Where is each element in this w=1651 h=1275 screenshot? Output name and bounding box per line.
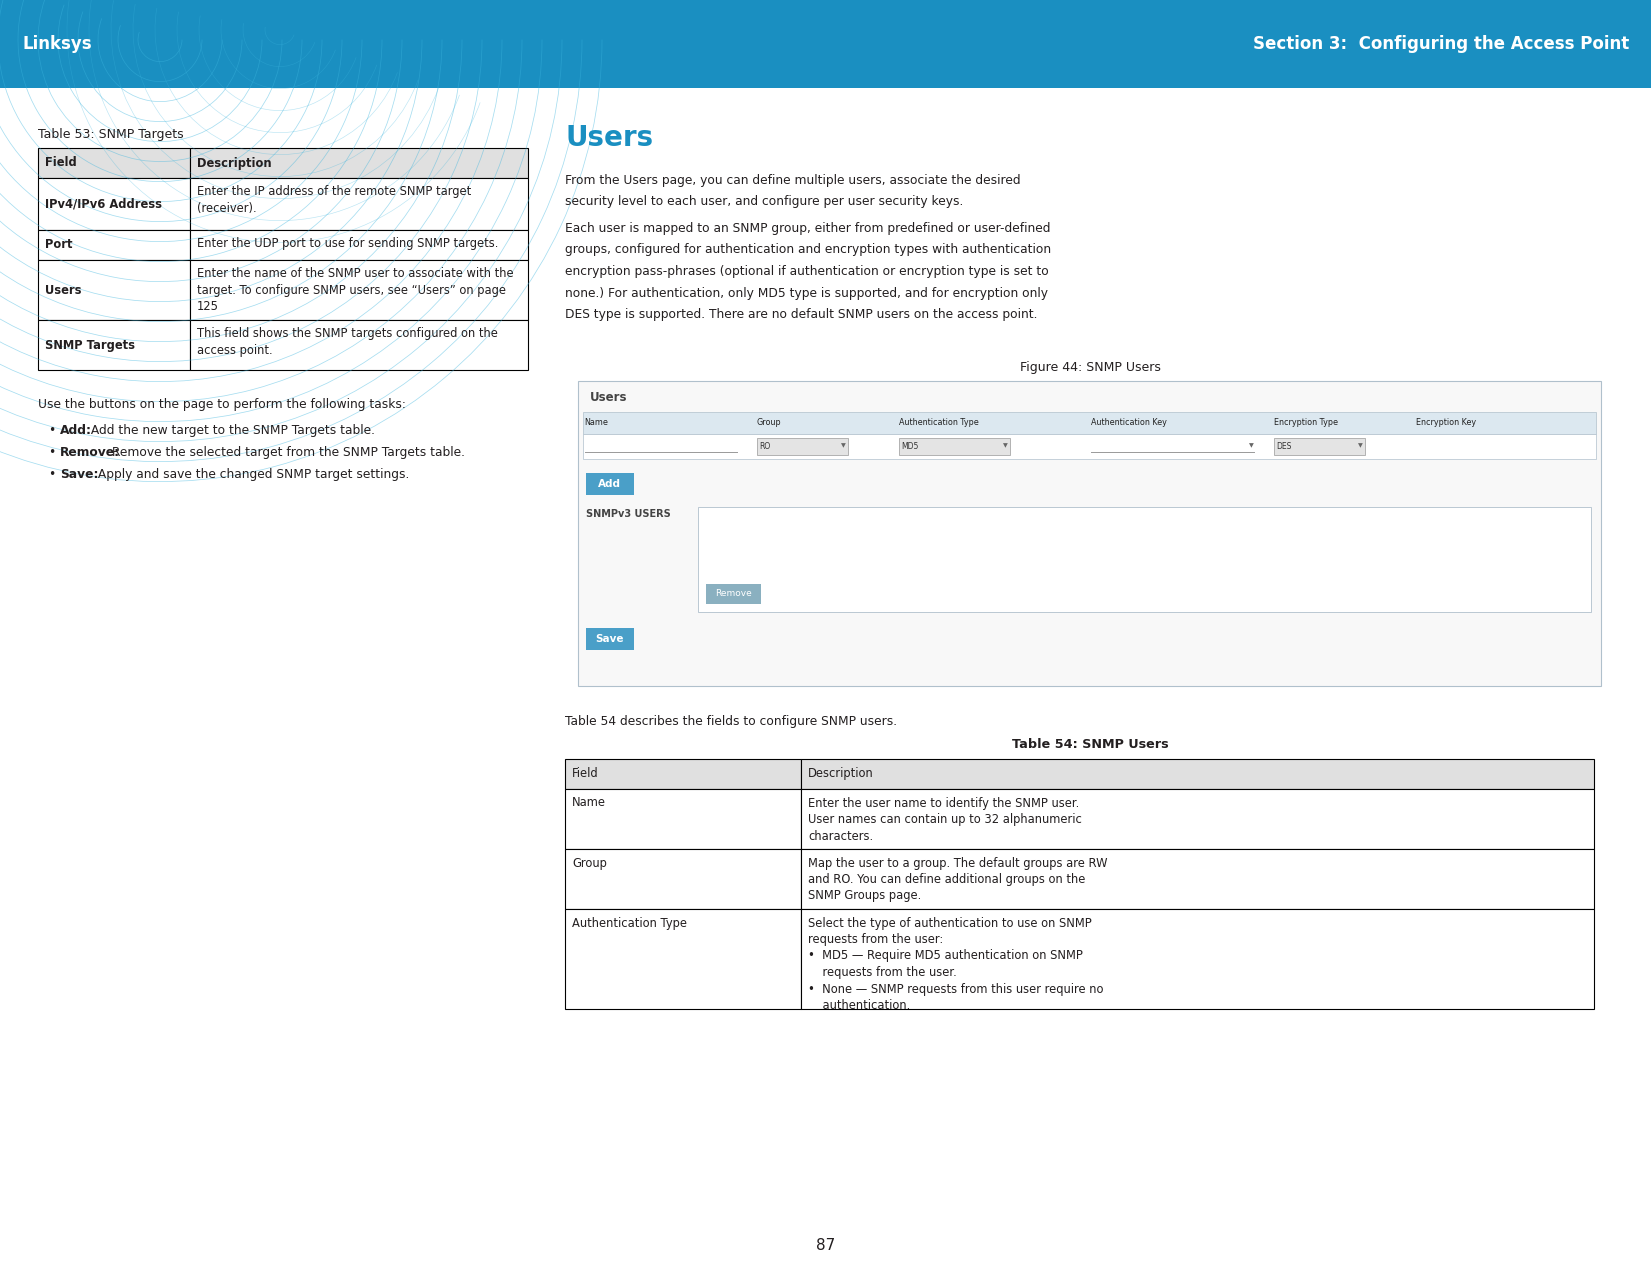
- Text: Apply and save the changed SNMP target settings.: Apply and save the changed SNMP target s…: [94, 468, 409, 481]
- Text: Name: Name: [584, 418, 609, 427]
- Bar: [190, 260, 528, 320]
- Bar: [565, 848, 801, 909]
- Bar: [190, 320, 528, 370]
- Text: ▼: ▼: [1359, 444, 1364, 449]
- Bar: [565, 909, 801, 1009]
- Bar: [38, 260, 190, 320]
- Text: Authentication Type: Authentication Type: [898, 418, 979, 427]
- Bar: [586, 473, 634, 495]
- Text: Group: Group: [756, 418, 781, 427]
- Bar: [801, 788, 1593, 848]
- Text: Users: Users: [565, 124, 654, 152]
- Text: Authentication Type: Authentication Type: [571, 917, 687, 929]
- Text: Encryption Type: Encryption Type: [1275, 418, 1337, 427]
- Bar: [190, 179, 528, 230]
- Bar: [38, 148, 190, 178]
- Text: 87: 87: [816, 1238, 835, 1253]
- Bar: [578, 381, 1601, 686]
- Text: Name: Name: [571, 797, 606, 810]
- Bar: [565, 788, 801, 848]
- Bar: [756, 437, 849, 454]
- Text: ▼: ▼: [1004, 444, 1009, 449]
- Text: Group: Group: [571, 857, 608, 870]
- Bar: [583, 434, 1597, 459]
- Text: Field: Field: [571, 768, 599, 780]
- Bar: [38, 179, 190, 230]
- Text: Enter the user name to identify the SNMP user.
User names can contain up to 32 a: Enter the user name to identify the SNMP…: [809, 797, 1081, 843]
- Bar: [801, 848, 1593, 909]
- Text: Enter the name of the SNMP user to associate with the
target. To configure SNMP : Enter the name of the SNMP user to assoc…: [196, 266, 513, 312]
- Text: Linksys: Linksys: [21, 34, 91, 54]
- Text: •: •: [48, 468, 54, 481]
- Bar: [0, 0, 1651, 88]
- Text: DES: DES: [1276, 441, 1291, 450]
- Bar: [898, 437, 1010, 454]
- Text: encryption pass-phrases (optional if authentication or encryption type is set to: encryption pass-phrases (optional if aut…: [565, 265, 1048, 278]
- Text: Select the type of authentication to use on SNMP
requests from the user:
•  MD5 : Select the type of authentication to use…: [809, 917, 1105, 1012]
- Text: Add:: Add:: [59, 425, 92, 437]
- Bar: [698, 506, 1592, 612]
- Text: Table 53: SNMP Targets: Table 53: SNMP Targets: [38, 128, 183, 142]
- Text: Enter the UDP port to use for sending SNMP targets.: Enter the UDP port to use for sending SN…: [196, 237, 499, 250]
- Bar: [38, 320, 190, 370]
- Text: Table 54 describes the fields to configure SNMP users.: Table 54 describes the fields to configu…: [565, 714, 896, 728]
- Text: Use the buttons on the page to perform the following tasks:: Use the buttons on the page to perform t…: [38, 398, 406, 411]
- Text: none.) For authentication, only MD5 type is supported, and for encryption only: none.) For authentication, only MD5 type…: [565, 287, 1048, 300]
- Bar: [801, 759, 1593, 788]
- Bar: [565, 759, 801, 788]
- Text: Add the new target to the SNMP Targets table.: Add the new target to the SNMP Targets t…: [88, 425, 375, 437]
- Bar: [801, 909, 1593, 1009]
- Bar: [1275, 437, 1365, 454]
- Text: Remove the selected target from the SNMP Targets table.: Remove the selected target from the SNMP…: [107, 446, 464, 459]
- Text: Map the user to a group. The default groups are RW
and RO. You can define additi: Map the user to a group. The default gro…: [809, 857, 1108, 903]
- Text: Description: Description: [809, 768, 873, 780]
- Text: Remove: Remove: [715, 589, 751, 598]
- Text: From the Users page, you can define multiple users, associate the desired: From the Users page, you can define mult…: [565, 173, 1020, 187]
- Text: ▼: ▼: [840, 444, 845, 449]
- Text: RO: RO: [759, 441, 769, 450]
- Text: IPv4/IPv6 Address: IPv4/IPv6 Address: [45, 198, 162, 210]
- Bar: [190, 148, 528, 178]
- Text: Add: Add: [598, 478, 621, 488]
- Text: Enter the IP address of the remote SNMP target
(receiver).: Enter the IP address of the remote SNMP …: [196, 185, 471, 214]
- Text: Section 3:  Configuring the Access Point: Section 3: Configuring the Access Point: [1253, 34, 1630, 54]
- Text: SNMP Targets: SNMP Targets: [45, 338, 135, 352]
- Text: Users: Users: [45, 283, 81, 297]
- Text: Description: Description: [196, 157, 272, 170]
- Text: This field shows the SNMP targets configured on the
access point.: This field shows the SNMP targets config…: [196, 326, 499, 357]
- Text: Port: Port: [45, 238, 73, 251]
- Text: Save: Save: [596, 634, 624, 644]
- Bar: [38, 230, 190, 260]
- Text: SNMPv3 USERS: SNMPv3 USERS: [586, 509, 670, 519]
- Text: DES type is supported. There are no default SNMP users on the access point.: DES type is supported. There are no defa…: [565, 309, 1037, 321]
- Text: MD5: MD5: [901, 441, 918, 450]
- Bar: [705, 584, 761, 603]
- Text: groups, configured for authentication and encryption types with authentication: groups, configured for authentication an…: [565, 244, 1052, 256]
- Text: Encryption Key: Encryption Key: [1417, 418, 1476, 427]
- Text: Figure 44: SNMP Users: Figure 44: SNMP Users: [1020, 362, 1161, 375]
- Text: Save:: Save:: [59, 468, 99, 481]
- Text: Users: Users: [589, 391, 627, 404]
- Text: Field: Field: [45, 157, 76, 170]
- Bar: [586, 627, 634, 649]
- Text: Table 54: SNMP Users: Table 54: SNMP Users: [1012, 738, 1169, 751]
- Text: ▼: ▼: [1248, 444, 1253, 449]
- Text: security level to each user, and configure per user security keys.: security level to each user, and configu…: [565, 195, 964, 209]
- Bar: [583, 412, 1597, 434]
- Text: Remove:: Remove:: [59, 446, 121, 459]
- Text: •: •: [48, 425, 54, 437]
- Text: •: •: [48, 446, 54, 459]
- Text: Authentication Key: Authentication Key: [1091, 418, 1167, 427]
- Text: Each user is mapped to an SNMP group, either from predefined or user-defined: Each user is mapped to an SNMP group, ei…: [565, 222, 1050, 235]
- Bar: [190, 230, 528, 260]
